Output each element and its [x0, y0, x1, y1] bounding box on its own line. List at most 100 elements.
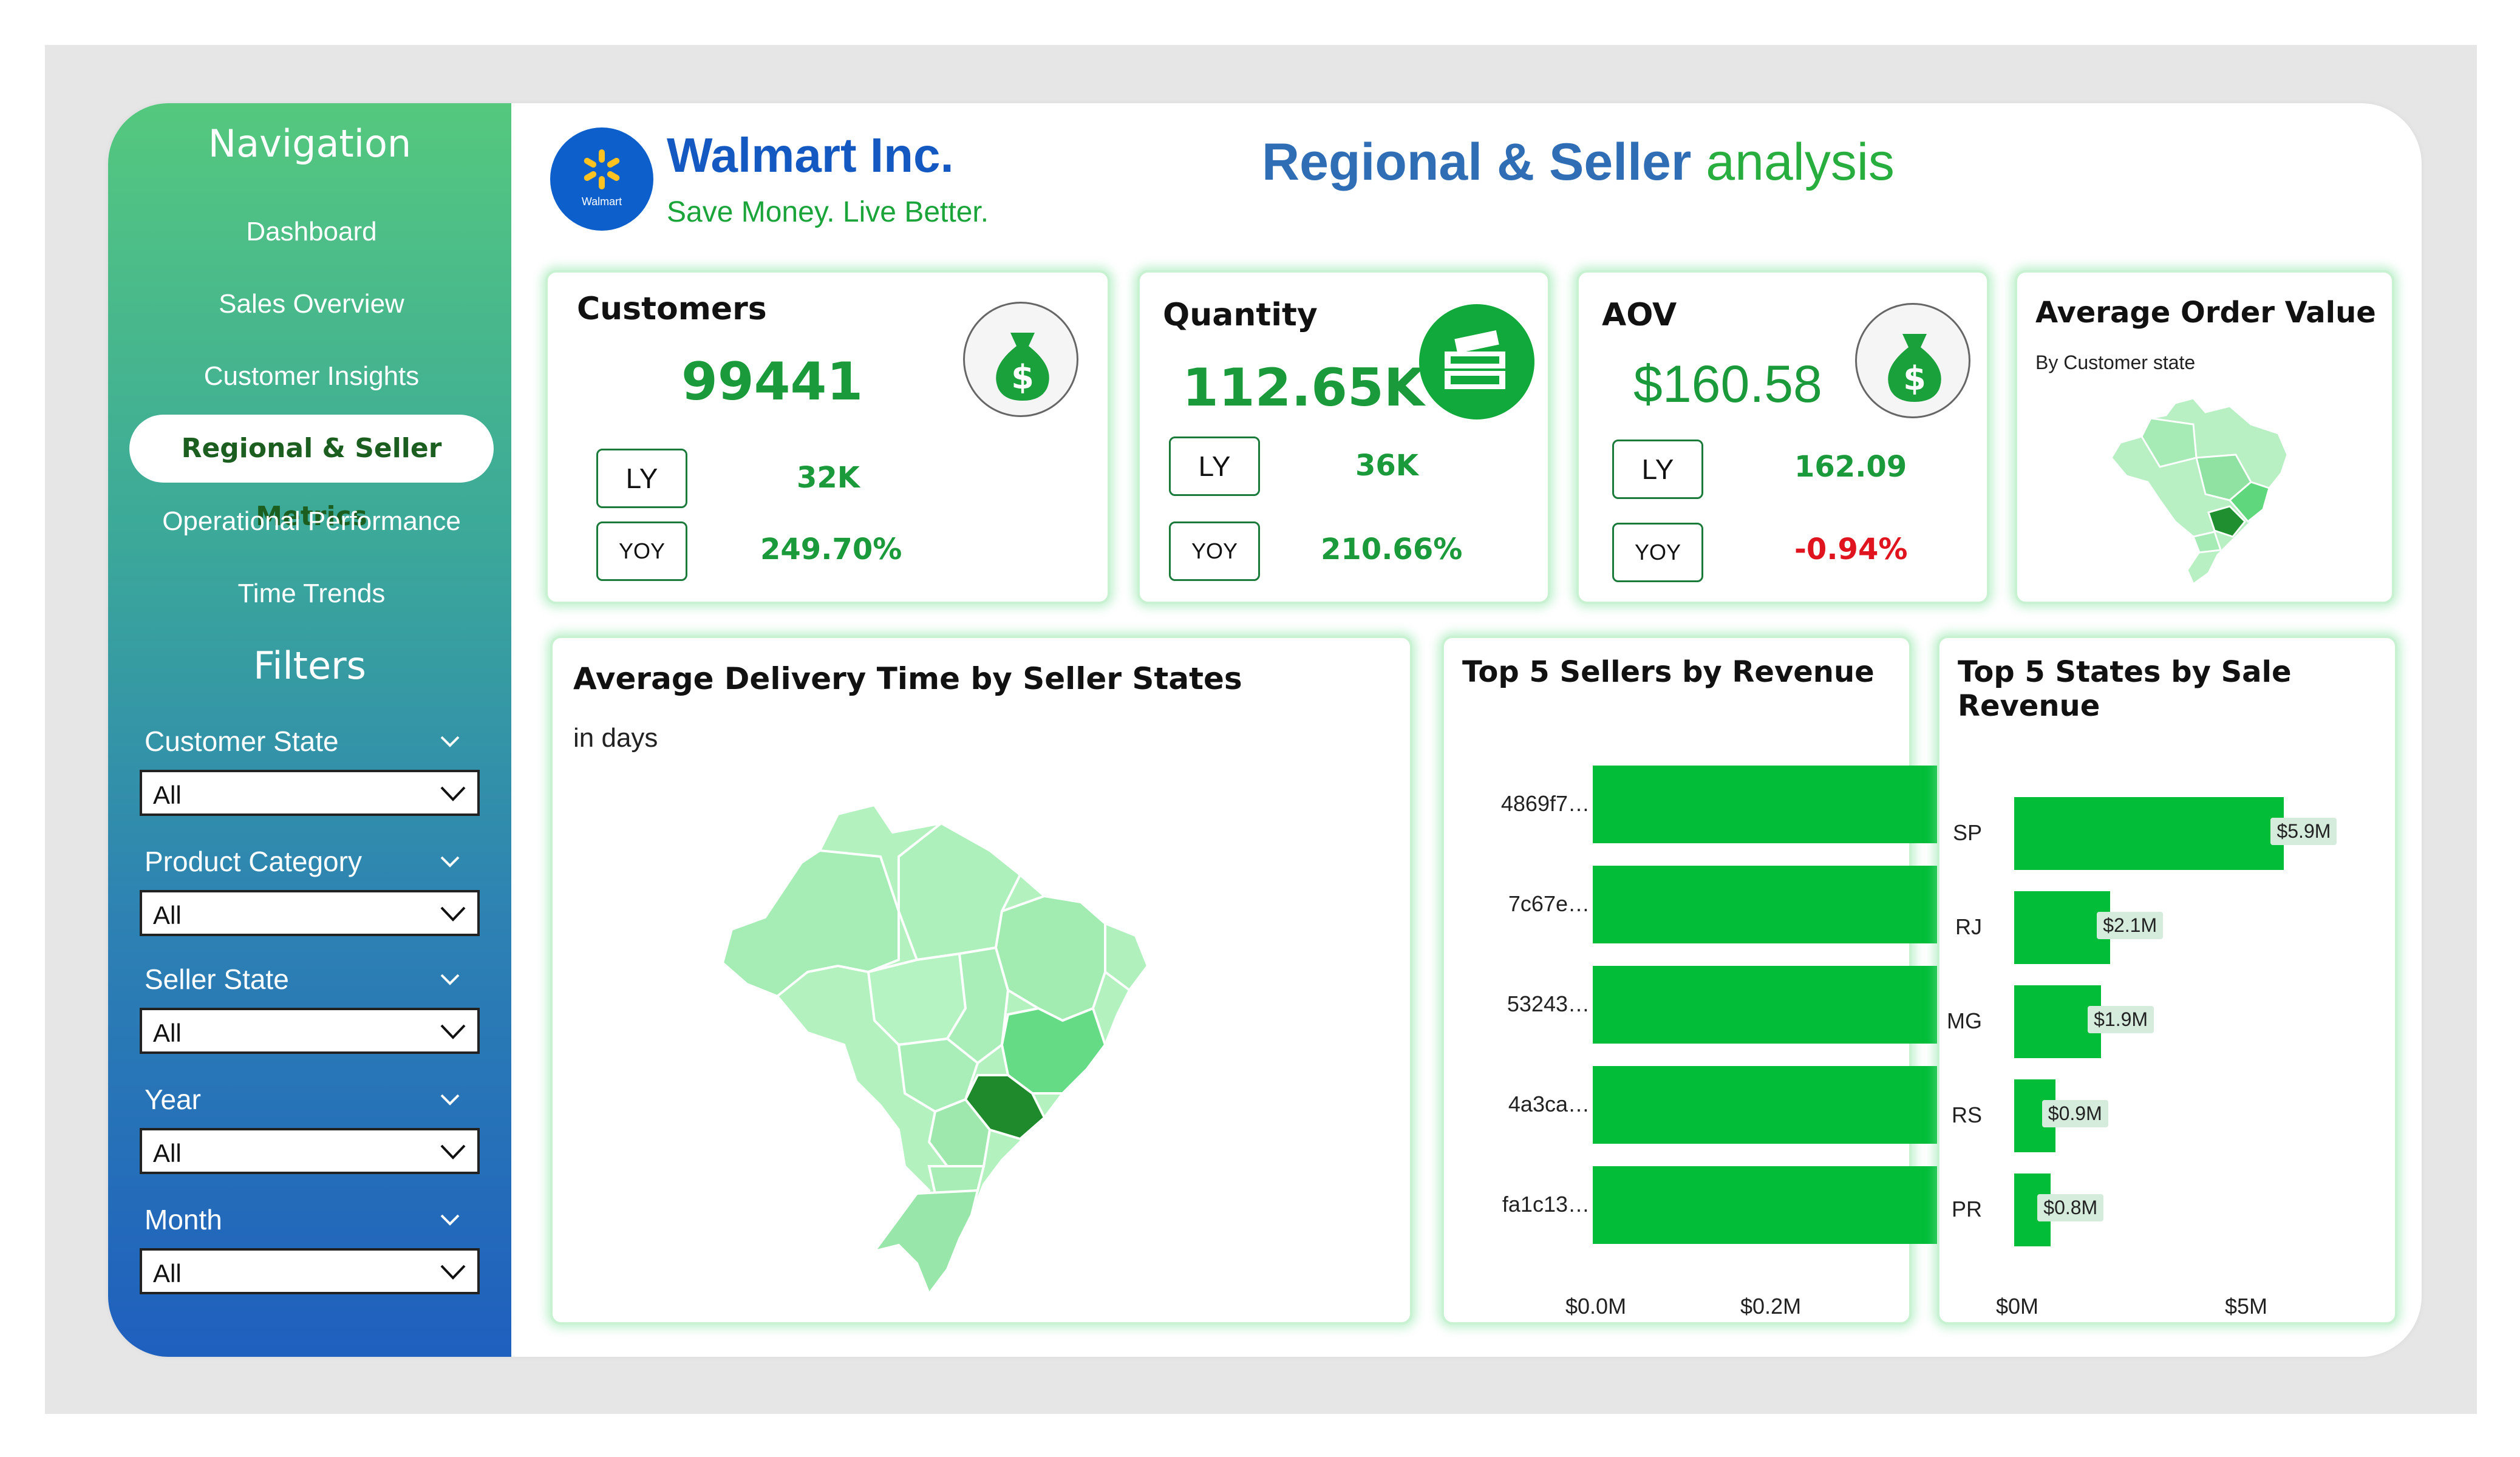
- filter-label-text: Month: [145, 1204, 222, 1235]
- kpi-value: 112.65K: [1182, 358, 1425, 418]
- nav-item-time-trends[interactable]: Time Trends: [129, 560, 494, 628]
- ly-label: LY: [1612, 440, 1703, 499]
- svg-text:$: $: [1011, 358, 1034, 396]
- bar-data-label: $0.8M: [2037, 1194, 2103, 1221]
- ly-label: LY: [596, 449, 687, 508]
- select-value: All: [153, 1019, 182, 1048]
- yoy-value: 210.66%: [1321, 532, 1462, 566]
- dashboard: Navigation Dashboard Sales Overview Cust…: [108, 103, 2422, 1357]
- kpi-title: AOV: [1602, 297, 1677, 333]
- cash-stack-icon: [1419, 304, 1534, 419]
- yoy-value: -0.94%: [1794, 532, 1907, 566]
- bar-category-label: 4a3ca…: [1456, 1092, 1590, 1117]
- money-bag-icon: $: [1855, 303, 1970, 418]
- nav-item-sales-overview[interactable]: Sales Overview: [129, 270, 494, 338]
- nav-item-regional-seller-metrics[interactable]: Regional & Seller Metrics: [129, 415, 494, 483]
- filter-seller-state-select[interactable]: All: [140, 1008, 480, 1054]
- ly-value: 32K: [797, 461, 860, 495]
- nav-item-operational-performance[interactable]: Operational Performance: [129, 487, 494, 555]
- filter-customer-state-label[interactable]: Customer State: [145, 725, 485, 758]
- navigation-heading: Navigation: [108, 121, 511, 166]
- filter-seller-state-label[interactable]: Seller State: [145, 963, 485, 996]
- ly-value: 36K: [1355, 449, 1418, 483]
- aov-brazil-map[interactable]: [2102, 391, 2303, 591]
- top-sellers-title: Top 5 Sellers by Revenue: [1462, 655, 1875, 689]
- aov-map-subtitle: By Customer state: [2035, 352, 2195, 374]
- delivery-map-card: Average Delivery Time by Seller States i…: [550, 636, 1412, 1325]
- filter-month-select[interactable]: All: [140, 1248, 480, 1294]
- filter-label-text: Customer State: [145, 725, 339, 757]
- chevron-down-icon: [440, 1022, 466, 1041]
- filter-customer-state-select[interactable]: All: [140, 770, 480, 816]
- yoy-label: YOY: [596, 521, 687, 581]
- filter-product-category-label[interactable]: Product Category: [145, 845, 485, 878]
- chevron-down-icon: [440, 1209, 460, 1230]
- yoy-label: YOY: [1612, 523, 1703, 582]
- bar-category-label: 7c67e…: [1456, 891, 1590, 917]
- brand-name: Walmart Inc.: [667, 127, 954, 183]
- money-bag-icon: $: [963, 302, 1078, 417]
- bar-data-label: $1.9M: [2088, 1006, 2154, 1033]
- filter-label-text: Seller State: [145, 963, 289, 995]
- kpi-value: $160.58: [1633, 355, 1822, 415]
- bar-category-label: 4869f7…: [1456, 791, 1590, 817]
- kpi-value: 99441: [681, 352, 863, 412]
- bar-category-label: 53243…: [1456, 991, 1590, 1017]
- page-title: Regional & Seller analysis: [1262, 132, 1895, 192]
- chevron-down-icon: [440, 905, 466, 923]
- logo-label: Walmart: [550, 195, 653, 208]
- nav-item-dashboard[interactable]: Dashboard: [129, 198, 494, 266]
- bar-data-label: $2.1M: [2097, 912, 2163, 939]
- yoy-label: YOY: [1169, 521, 1260, 581]
- aov-map-card: Average Order Value By Customer state: [2015, 270, 2394, 604]
- select-value: All: [153, 781, 182, 810]
- chevron-down-icon: [440, 1143, 466, 1161]
- filter-label-text: Year: [145, 1084, 201, 1115]
- sidebar: Navigation Dashboard Sales Overview Cust…: [108, 103, 511, 1357]
- bar-data-label: $5.9M: [2270, 818, 2337, 845]
- x-axis-tick-label: $0M: [1996, 1294, 2038, 1319]
- svg-text:$: $: [1903, 359, 1926, 398]
- kpi-card-customers: Customers 99441 $ LY 32K YOY 249.70%: [545, 270, 1110, 604]
- walmart-logo: Walmart: [550, 127, 653, 231]
- chevron-down-icon: [440, 969, 460, 990]
- select-value: All: [153, 1139, 182, 1168]
- page-title-suffix: analysis: [1706, 133, 1895, 191]
- bar-category-label: SP: [1848, 820, 1982, 846]
- yoy-value: 249.70%: [760, 532, 902, 566]
- chevron-down-icon: [440, 1089, 460, 1110]
- spark-icon: [581, 148, 623, 191]
- bar[interactable]: [2014, 891, 2110, 964]
- filter-year-label[interactable]: Year: [145, 1083, 485, 1116]
- ly-label: LY: [1169, 436, 1260, 496]
- page-title-main: Regional & Seller: [1262, 133, 1691, 191]
- bar-category-label: PR: [1848, 1197, 1982, 1222]
- aov-map-title: Average Order Value: [2035, 296, 2376, 330]
- kpi-title: Quantity: [1163, 297, 1318, 333]
- bar-category-label: RJ: [1848, 914, 1982, 940]
- x-axis-tick-label: $0.0M: [1565, 1294, 1626, 1319]
- filters-heading: Filters: [108, 644, 511, 688]
- filter-year-select[interactable]: All: [140, 1128, 480, 1174]
- x-axis-tick-label: $0.2M: [1740, 1294, 1801, 1319]
- top-states-title: Top 5 States by Sale Revenue: [1958, 655, 2383, 723]
- bar[interactable]: [2014, 797, 2284, 870]
- brand-tagline: Save Money. Live Better.: [667, 195, 989, 229]
- filter-month-label[interactable]: Month: [145, 1203, 485, 1236]
- bar-category-label: MG: [1848, 1008, 1982, 1034]
- chevron-down-icon: [440, 784, 466, 803]
- nav-item-customer-insights[interactable]: Customer Insights: [129, 342, 494, 410]
- ly-value: 162.09: [1794, 450, 1907, 484]
- bar-category-label: fa1c13…: [1456, 1192, 1590, 1217]
- top-sellers-card: Top 5 Sellers by Revenue 4869f7…$0.25M7c…: [1442, 636, 1912, 1325]
- kpi-card-aov: AOV $160.58 $ LY 162.09 YOY -0.94%: [1576, 270, 1989, 604]
- chevron-down-icon: [440, 851, 460, 872]
- kpi-card-quantity: Quantity 112.65K LY 36K YOY 210.66%: [1137, 270, 1550, 604]
- select-value: All: [153, 1259, 182, 1288]
- delivery-map-title: Average Delivery Time by Seller States: [573, 661, 1242, 696]
- chevron-down-icon: [440, 731, 460, 752]
- delivery-brazil-map[interactable]: [717, 790, 1202, 1300]
- top-states-card: Top 5 States by Sale Revenue SP $5.9M RJ $2…: [1937, 636, 2397, 1325]
- filter-product-category-select[interactable]: All: [140, 890, 480, 936]
- kpi-title: Customers: [577, 291, 767, 327]
